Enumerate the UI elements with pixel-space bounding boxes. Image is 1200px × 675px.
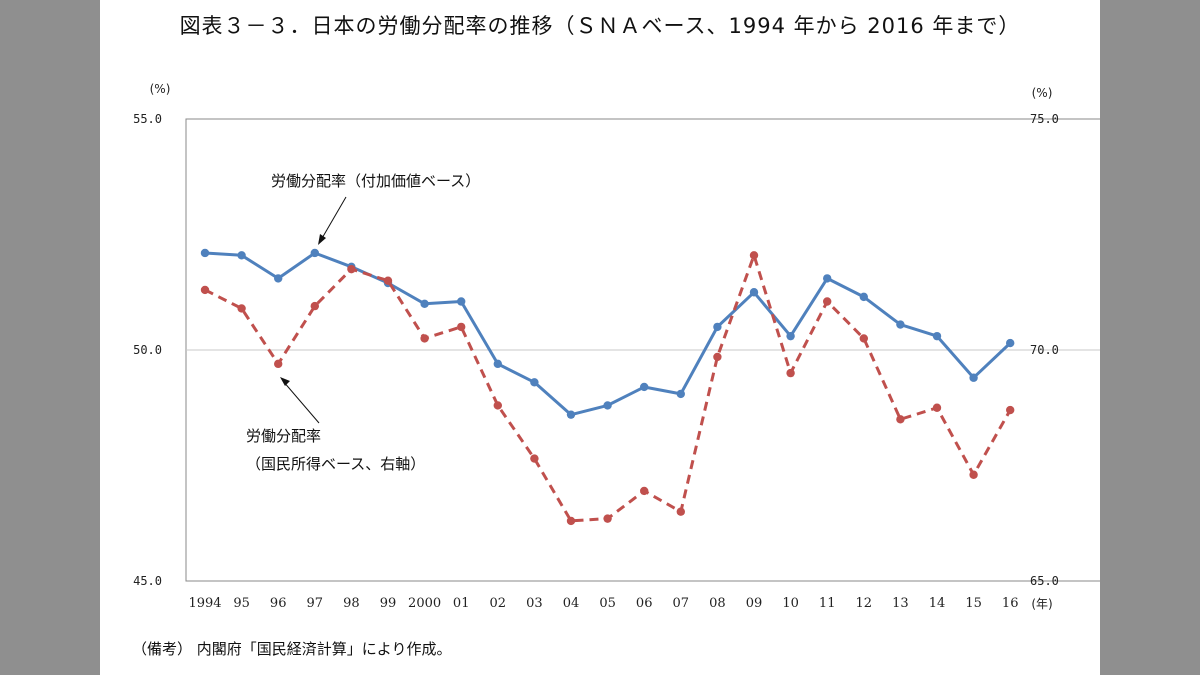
point-national-income <box>713 352 722 362</box>
point-national-income <box>566 516 576 526</box>
point-value-added <box>896 320 905 329</box>
background-left <box>0 0 100 675</box>
x-tick-label: 04 <box>563 596 580 611</box>
left-tick-label: 50.0 <box>133 343 162 357</box>
point-national-income <box>749 251 759 260</box>
x-tick-label: 08 <box>709 596 726 611</box>
left-tick-label: 55.0 <box>133 112 162 126</box>
point-national-income <box>859 334 868 343</box>
series-layer <box>200 248 1015 526</box>
point-value-added <box>274 274 283 283</box>
point-value-added <box>237 251 246 260</box>
point-national-income <box>493 401 502 410</box>
point-value-added <box>786 331 795 341</box>
point-national-income <box>383 276 393 285</box>
point-national-income <box>420 334 429 343</box>
x-tick-label: 15 <box>965 596 982 611</box>
point-value-added <box>713 322 722 332</box>
point-national-income <box>603 514 612 523</box>
x-axis-unit: (年) <box>1031 597 1052 611</box>
x-tick-label: 1994 <box>188 596 221 611</box>
point-value-added <box>493 359 502 369</box>
chart-card: 図表３－３．日本の労働分配率の推移（ＳＮＡベース、1994 年から 2016 年… <box>100 0 1100 675</box>
right-tick-label: 75.0 <box>1030 112 1059 126</box>
x-tick-label: 16 <box>1002 596 1019 611</box>
point-national-income <box>530 454 539 463</box>
background-right <box>1100 0 1200 675</box>
point-national-income <box>969 470 978 479</box>
point-value-added <box>676 389 685 399</box>
point-value-added <box>823 274 832 283</box>
point-national-income <box>237 304 246 313</box>
point-national-income <box>786 368 795 378</box>
x-tick-label: 13 <box>892 596 909 611</box>
x-tick-label: 05 <box>599 596 616 611</box>
point-value-added <box>530 378 539 387</box>
x-tick-label: 03 <box>526 596 543 611</box>
left-tick-label: 45.0 <box>133 574 162 588</box>
point-value-added <box>859 292 868 302</box>
point-national-income <box>457 322 466 332</box>
x-tick-label: 06 <box>636 596 653 611</box>
point-value-added <box>420 299 429 308</box>
x-tick-label: 12 <box>856 596 873 611</box>
x-tick-label: 09 <box>746 596 763 611</box>
red-series-annotation-line2: （国民所得ベース、右軸） <box>246 455 425 473</box>
source-note: （備考） 内閣府「国民経済計算」により作成。 <box>132 640 452 658</box>
series-line-national-income <box>204 253 1012 523</box>
point-national-income <box>896 415 905 424</box>
point-value-added <box>200 248 210 258</box>
point-national-income <box>200 285 210 295</box>
x-tick-label: 14 <box>929 596 946 611</box>
x-tick-label: 11 <box>819 596 836 611</box>
right-tick-label: 65.0 <box>1030 574 1059 588</box>
point-national-income <box>823 297 832 306</box>
point-national-income <box>640 486 649 496</box>
right-axis-unit: (%) <box>1032 86 1053 100</box>
x-axis-ticks: 1994 95 96 97 98 99 2000 01 02 03 04 05 06 07 08 09 10 11… <box>188 596 1018 611</box>
point-national-income <box>347 264 356 274</box>
series-line-value-added <box>204 251 1012 417</box>
chart-title: 図表３－３．日本の労働分配率の推移（ＳＮＡベース、1994 年から 2016 年… <box>179 14 1021 38</box>
blue-series-annotation: 労働分配率（付加価値ベース） <box>271 172 480 190</box>
left-axis-ticks: 45.0 50.0 55.0 <box>133 112 162 588</box>
point-national-income <box>274 359 283 369</box>
line-chart: (%) (%) (年) 45.0 50.0 55.0 65.0 70.0 75.0 19… <box>133 82 1100 611</box>
point-national-income <box>1006 405 1015 415</box>
point-value-added <box>310 248 319 258</box>
point-value-added <box>749 288 759 297</box>
left-axis-unit: (%) <box>150 82 171 96</box>
x-tick-label: 2000 <box>408 596 441 611</box>
point-value-added <box>969 373 978 382</box>
right-tick-label: 70.0 <box>1030 343 1059 357</box>
x-tick-label: 07 <box>673 596 690 611</box>
point-value-added <box>457 297 466 306</box>
point-value-added <box>640 382 649 392</box>
red-annotation-arrow <box>282 380 320 424</box>
x-tick-label: 95 <box>233 596 250 611</box>
red-series-annotation-line1: 労働分配率 <box>246 427 321 445</box>
point-value-added <box>603 401 612 410</box>
point-value-added <box>566 410 576 419</box>
point-national-income <box>310 301 319 311</box>
x-tick-label: 10 <box>782 596 799 611</box>
x-tick-label: 98 <box>343 596 360 611</box>
x-tick-label: 96 <box>270 596 287 611</box>
red-annotation-arrowhead <box>280 377 290 386</box>
x-tick-label: 97 <box>307 596 324 611</box>
point-national-income <box>932 403 942 412</box>
blue-annotation-arrow <box>320 196 347 241</box>
blue-annotation-arrowhead <box>318 234 326 245</box>
point-value-added <box>1006 338 1015 348</box>
x-tick-label: 99 <box>380 596 397 611</box>
right-axis-ticks: 65.0 70.0 75.0 <box>1030 112 1059 588</box>
point-value-added <box>932 331 942 341</box>
x-tick-label: 01 <box>453 596 470 611</box>
x-tick-label: 02 <box>490 596 507 611</box>
point-national-income <box>676 507 685 516</box>
